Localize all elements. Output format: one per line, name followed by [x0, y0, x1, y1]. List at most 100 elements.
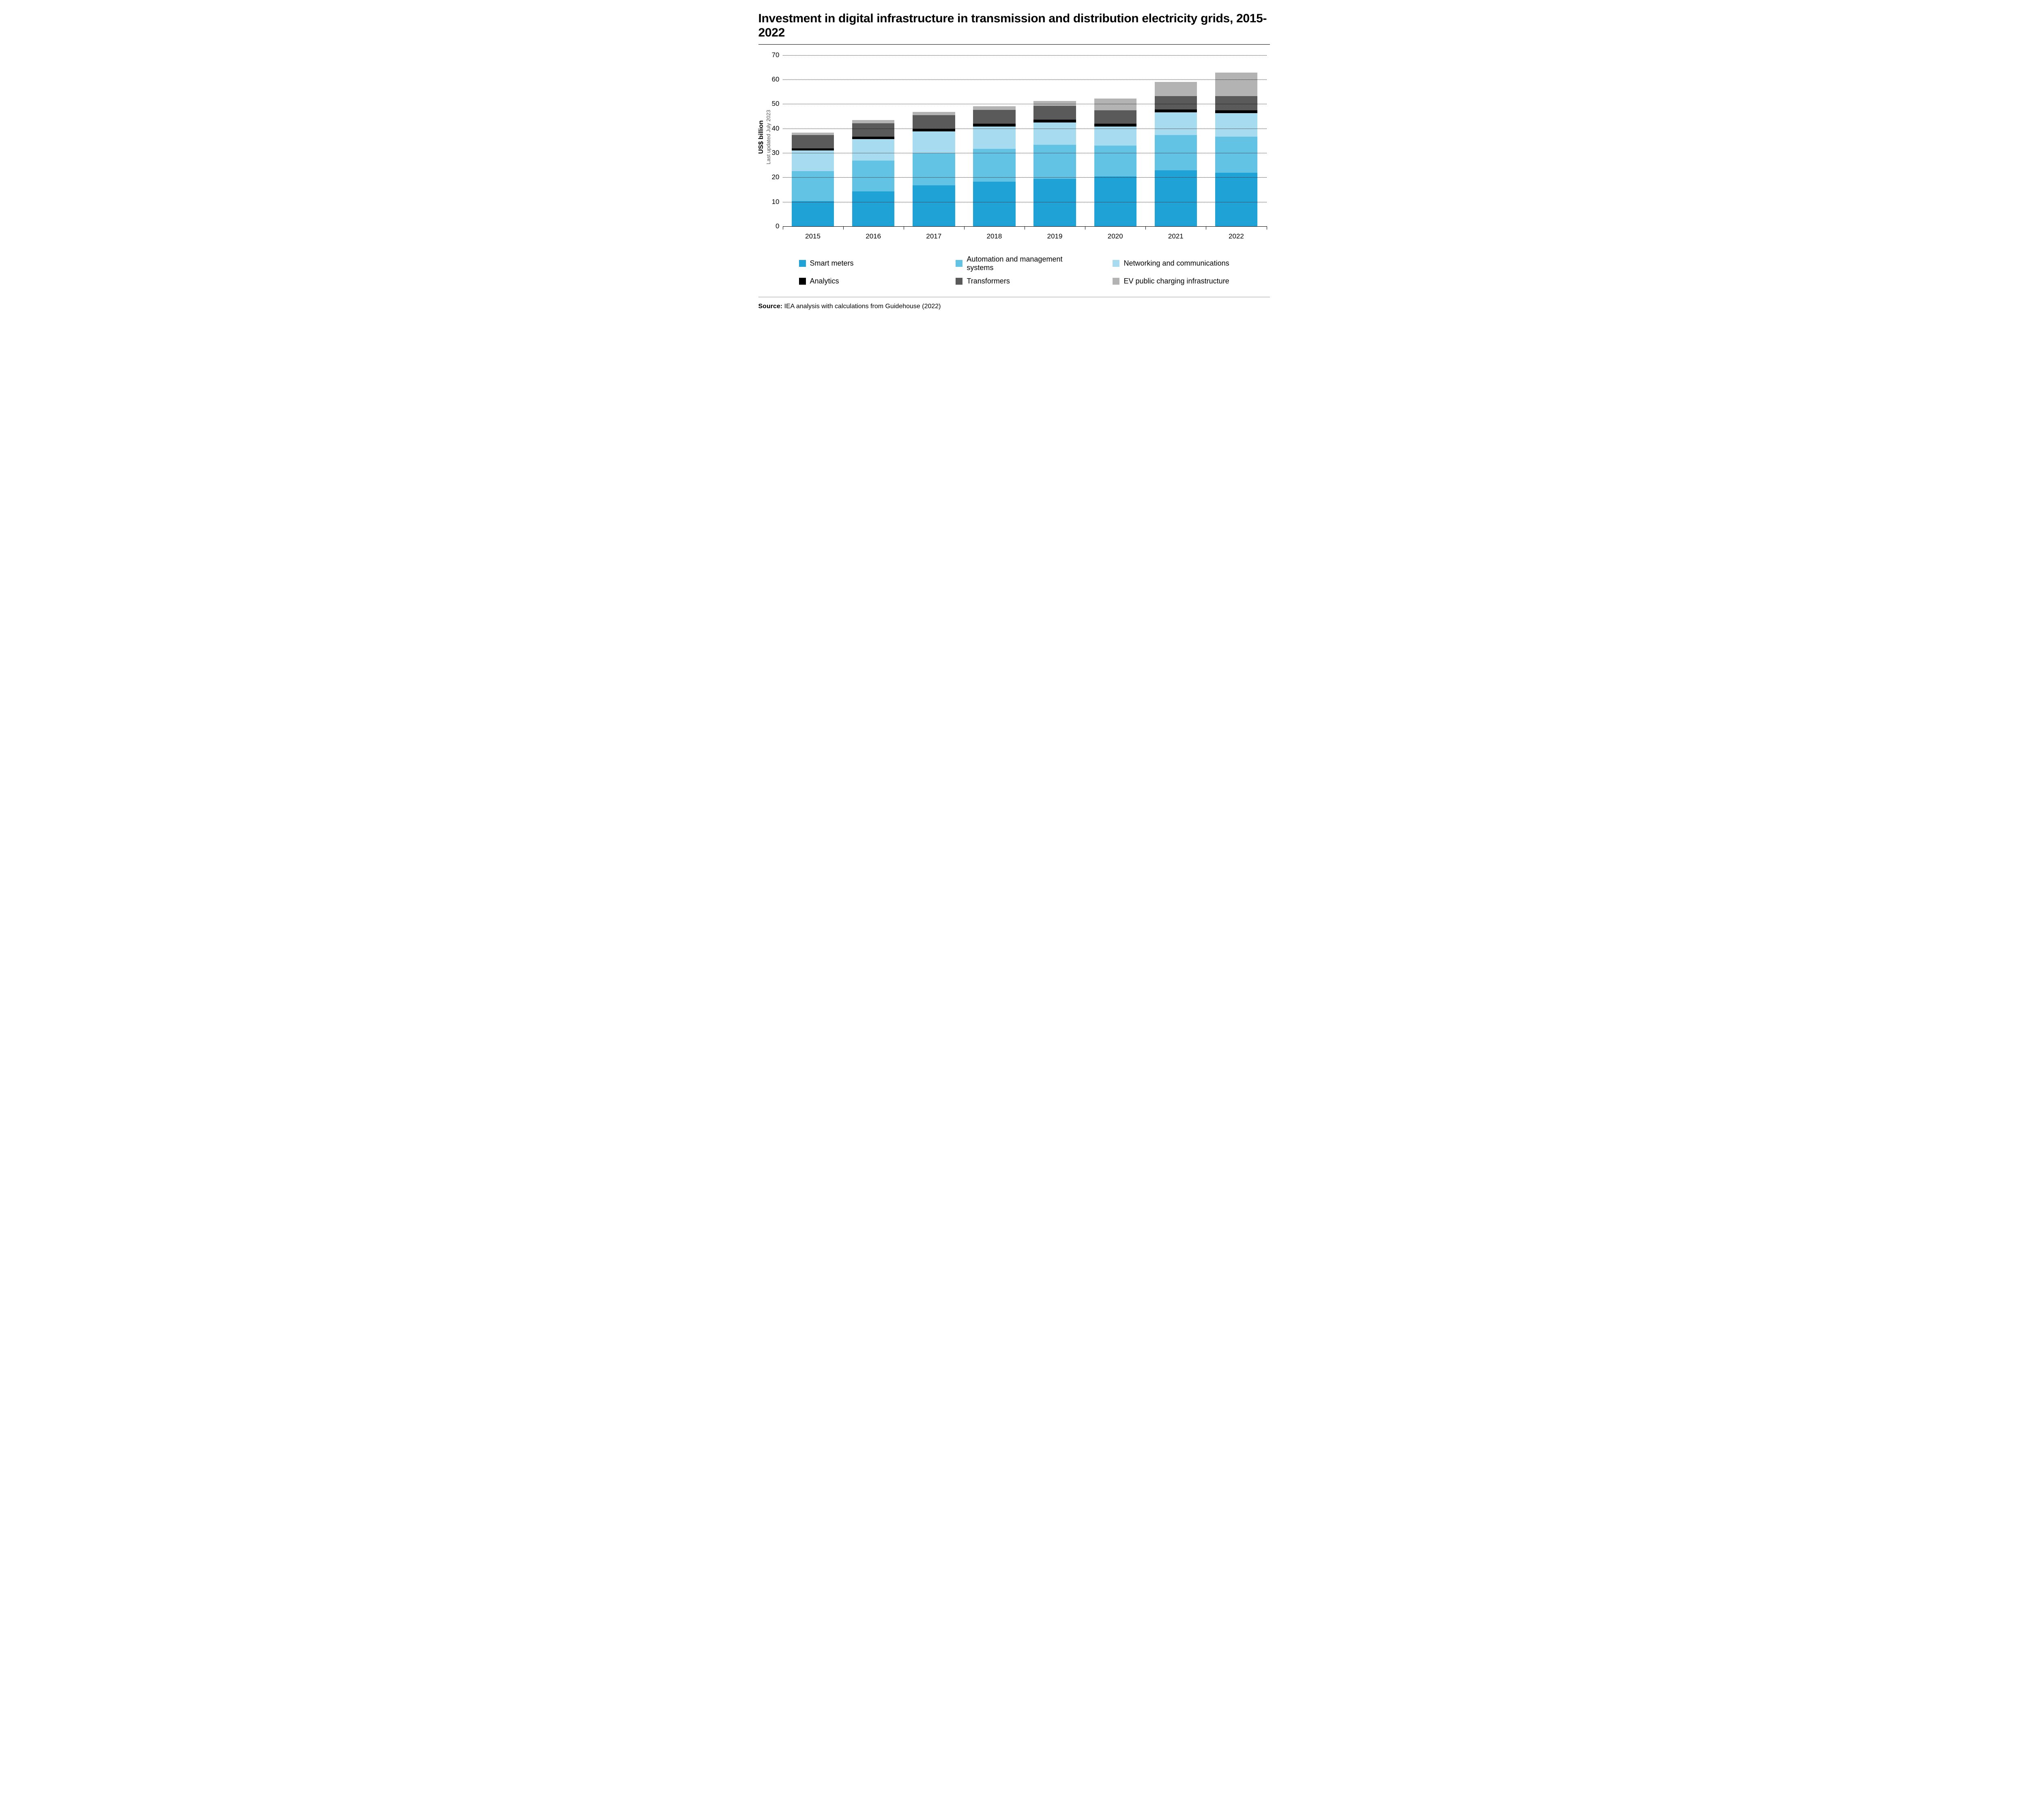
plot: 010203040506070 201520162017201820192020… [783, 48, 1267, 240]
bar-segment-ev_charging [1215, 73, 1257, 96]
chart-subtitle: Last updated July 2023 [766, 110, 772, 164]
bar-segment-transformers [852, 123, 894, 137]
x-axis-label: 2017 [904, 232, 964, 240]
legend-label: EV public charging infrastructure [1124, 277, 1229, 285]
y-tick-label: 0 [776, 222, 782, 230]
bar-segment-transformers [1215, 96, 1257, 110]
bar-segment-transformers [1033, 106, 1076, 120]
x-axis-label: 2021 [1145, 232, 1206, 240]
bar-slot [843, 48, 904, 226]
source-label: Source: [758, 303, 783, 310]
bar-segment-automation [852, 161, 894, 191]
legend-label: Smart meters [810, 259, 854, 268]
bar [792, 48, 834, 226]
bar [1094, 48, 1136, 226]
bar-slot [783, 48, 843, 226]
legend-swatch [1113, 278, 1119, 285]
bar-segment-analytics [1094, 124, 1136, 127]
legend-label: Analytics [810, 277, 839, 285]
bar-segment-ev_charging [913, 112, 955, 115]
bar-segment-ev_charging [1155, 82, 1197, 96]
legend-item-automation: Automation and management systems [956, 255, 1090, 272]
chart-title: Investment in digital infrastructure in … [758, 11, 1270, 40]
bar-segment-smart_meters [792, 201, 834, 226]
legend-item-ev_charging: EV public charging infrastructure [1113, 277, 1247, 285]
bar-segment-ev_charging [852, 120, 894, 123]
legend-swatch [799, 278, 806, 285]
legend-swatch [956, 278, 962, 285]
bar-segment-networking [1155, 112, 1197, 135]
plot-area: 010203040506070 [783, 48, 1267, 227]
x-axis-label: 2018 [964, 232, 1025, 240]
y-axis-label-group: US$ billion Last updated July 2023 [758, 48, 772, 226]
x-axis-label: 2016 [843, 232, 904, 240]
bar [973, 48, 1015, 226]
bar-segment-automation [973, 149, 1015, 182]
y-tick-label: 70 [772, 51, 783, 59]
x-tick [964, 226, 965, 230]
bar-segment-automation [1094, 146, 1136, 177]
chart-wrap: US$ billion Last updated July 2023 01020… [758, 48, 1270, 240]
y-tick-label: 60 [772, 75, 783, 84]
legend-swatch [799, 260, 806, 267]
x-axis-label: 2015 [783, 232, 843, 240]
bar-segment-ev_charging [973, 106, 1015, 110]
legend-swatch [956, 260, 962, 267]
y-axis-label-inner: US$ billion Last updated July 2023 [758, 110, 773, 164]
bar-segment-networking [1094, 127, 1136, 146]
bars-row [783, 48, 1267, 226]
y-tick-label: 50 [772, 100, 783, 108]
bar-segment-smart_meters [1155, 170, 1197, 226]
title-rule [758, 44, 1270, 45]
legend-label: Transformers [967, 277, 1010, 285]
bar-segment-smart_meters [973, 182, 1015, 226]
x-axis-label: 2020 [1085, 232, 1145, 240]
x-axis-label: 2022 [1206, 232, 1266, 240]
bar-segment-smart_meters [1215, 173, 1257, 226]
bar [913, 48, 955, 226]
bar-segment-networking [792, 150, 834, 171]
bar-slot [1025, 48, 1085, 226]
bar-segment-analytics [1215, 110, 1257, 114]
bar-segment-ev_charging [1033, 101, 1076, 105]
bar-segment-networking [1033, 122, 1076, 145]
x-axis-label: 2019 [1025, 232, 1085, 240]
legend-item-analytics: Analytics [799, 277, 933, 285]
bar-slot [1145, 48, 1206, 226]
legend-item-networking: Networking and communications [1113, 255, 1247, 272]
bar-segment-analytics [1155, 109, 1197, 112]
bar-segment-transformers [792, 135, 834, 148]
bar-segment-networking [913, 131, 955, 153]
bar-segment-smart_meters [1033, 179, 1076, 226]
bar-slot [904, 48, 964, 226]
bar [1215, 48, 1257, 226]
bar-segment-automation [1033, 145, 1076, 179]
x-tick [843, 226, 844, 230]
source-text: IEA analysis with calculations from Guid… [784, 303, 941, 310]
legend-label: Networking and communications [1124, 259, 1229, 268]
bar-segment-automation [1215, 137, 1257, 173]
x-tick [1145, 226, 1146, 230]
bar-segment-transformers [1155, 96, 1197, 109]
gridline [783, 177, 1267, 178]
gridline [783, 55, 1267, 56]
bar-segment-automation [913, 153, 955, 185]
legend-label: Automation and management systems [967, 255, 1090, 272]
y-tick-label: 20 [772, 173, 783, 181]
y-axis-label: US$ billion [758, 120, 765, 154]
bar [1155, 48, 1197, 226]
bar-segment-transformers [973, 110, 1015, 124]
bar-segment-smart_meters [913, 185, 955, 226]
legend: Smart meters Automation and management sy… [799, 255, 1270, 285]
bar [1033, 48, 1076, 226]
bar-segment-transformers [913, 115, 955, 129]
bar-slot [1085, 48, 1145, 226]
bar-segment-smart_meters [852, 191, 894, 226]
source-line: Source: IEA analysis with calculations f… [758, 303, 1270, 310]
bar-segment-automation [792, 171, 834, 202]
bar-segment-analytics [973, 124, 1015, 127]
y-tick-label: 10 [772, 198, 783, 206]
legend-item-smart_meters: Smart meters [799, 255, 933, 272]
bar-slot [1206, 48, 1266, 226]
x-axis-labels: 20152016201720182019202020212022 [783, 232, 1267, 240]
